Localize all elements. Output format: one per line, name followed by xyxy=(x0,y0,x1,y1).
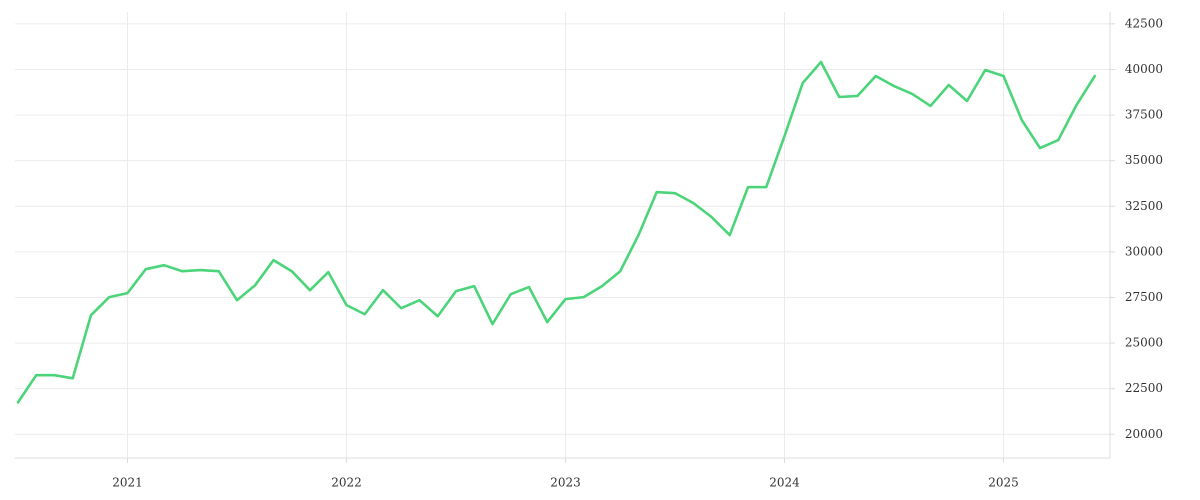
x-tick-label: 2025 xyxy=(988,476,1019,490)
y-tick-label: 30000 xyxy=(1125,244,1163,258)
y-tick-label: 32500 xyxy=(1125,199,1163,213)
y-tick-label: 37500 xyxy=(1125,108,1163,122)
y-tick-label: 40000 xyxy=(1125,62,1163,76)
y-tick-label: 42500 xyxy=(1125,16,1163,30)
x-tick-label: 2023 xyxy=(550,476,581,490)
x-tick-label: 2022 xyxy=(331,476,362,490)
y-tick-label: 22500 xyxy=(1125,381,1163,395)
x-tick-label: 2024 xyxy=(769,476,800,490)
y-tick-label: 27500 xyxy=(1125,290,1163,304)
y-tick-label: 20000 xyxy=(1125,427,1163,441)
y-tick-label: 25000 xyxy=(1125,336,1163,350)
y-tick-label: 35000 xyxy=(1125,153,1163,167)
line-series xyxy=(16,60,1097,404)
x-tick-label: 2021 xyxy=(112,476,143,490)
